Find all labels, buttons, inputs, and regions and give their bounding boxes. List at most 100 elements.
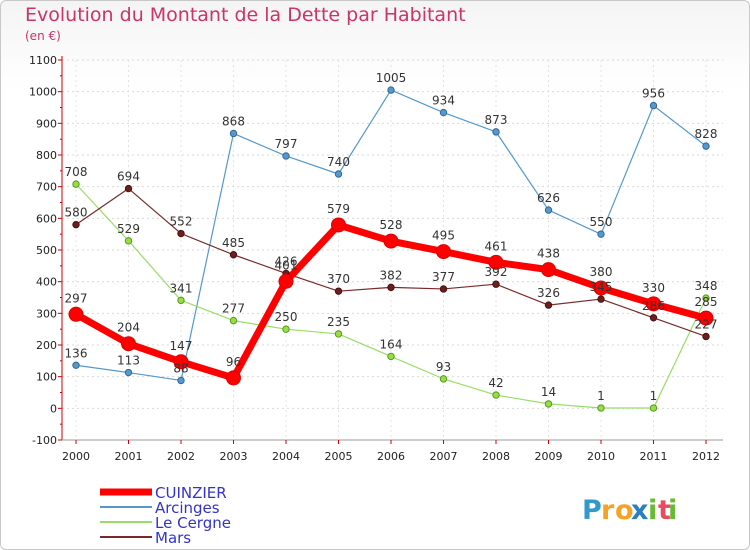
chart-subtitle: (en €) [25,29,61,43]
data-label-arcinges: 740 [327,155,350,169]
data-point-cuinzier [331,217,346,233]
x-tick-label: 2004 [272,450,300,463]
data-label-mars: 286 [642,299,665,313]
proxiti-logo-letter: i [648,495,657,526]
data-label-mars: 694 [117,170,140,184]
data-point-le-cergne [72,180,80,188]
data-label-cuinzier: 297 [65,291,88,305]
data-label-mars: 580 [65,206,88,220]
data-label-le-cergne: 529 [117,222,140,236]
data-label-cuinzier: 380 [590,265,613,279]
data-point-le-cergne [282,325,290,333]
data-point-mars [492,280,500,288]
data-point-cuinzier [121,336,136,352]
data-point-arcinges [282,152,290,160]
y-tick-label: 400 [36,276,57,289]
data-label-cuinzier: 495 [432,229,455,243]
data-label-arcinges: 828 [695,127,718,141]
data-label-mars: 426 [275,254,298,268]
data-point-arcinges [649,101,658,110]
data-point-mars [702,332,710,341]
data-label-le-cergne: 93 [436,360,451,374]
legend-label-le-cergne: Le Cergne [155,514,231,532]
data-label-cuinzier: 528 [380,218,403,232]
x-tick-label: 2010 [587,450,615,463]
data-point-arcinges [597,230,605,238]
x-tick-label: 2011 [640,450,668,463]
y-tick-label: 0 [50,402,57,415]
data-label-arcinges: 956 [642,87,665,101]
data-label-cuinzier: 330 [642,281,665,295]
data-point-cuinzier [278,273,294,289]
proxiti-logo-letter: x [631,495,648,526]
proxiti-logo-letter: i [668,495,677,526]
data-point-arcinges [387,86,395,94]
data-point-arcinges [124,368,133,377]
y-tick-label: 1100 [29,54,57,67]
data-label-arcinges: 1005 [376,71,407,85]
data-point-cuinzier [436,244,451,260]
data-label-le-cergne: 1 [650,389,658,403]
data-label-arcinges: 136 [65,346,88,360]
data-label-le-cergne: 348 [695,279,718,293]
data-label-le-cergne: 42 [488,376,503,390]
data-label-le-cergne: 164 [380,337,403,351]
data-label-cuinzier: 285 [695,295,718,309]
x-tick-label: 2007 [430,450,458,463]
data-label-mars: 345 [590,280,613,294]
data-point-le-cergne [544,400,553,408]
data-label-le-cergne: 235 [327,315,350,329]
legend-label-cuinzier: CUINZIER [155,484,227,502]
data-point-mars [334,287,343,295]
data-label-mars: 370 [327,272,350,286]
data-label-mars: 382 [380,268,403,282]
proxiti-logo-letter: P [582,495,602,526]
data-point-arcinges [72,361,80,369]
data-label-cuinzier: 401 [275,258,298,272]
data-label-mars: 552 [170,215,193,229]
data-point-cuinzier [646,296,661,312]
data-point-cuinzier [226,370,241,386]
data-label-mars: 326 [537,286,560,300]
data-point-mars [439,285,448,293]
data-label-arcinges: 934 [432,94,455,108]
data-label-le-cergne: 708 [65,165,88,179]
data-point-mars [649,314,658,322]
data-label-mars: 377 [432,270,455,284]
data-point-mars [387,283,395,292]
data-point-cuinzier [173,354,189,370]
y-tick-label: 100 [36,371,57,384]
data-point-le-cergne [439,375,448,383]
proxiti-logo-letter: o [615,495,634,526]
x-tick-label: 2008 [482,450,510,463]
proxiti-logo-letter: r [601,495,615,526]
data-point-le-cergne [177,296,185,305]
data-point-cuinzier [488,254,504,270]
data-label-arcinges: 113 [117,354,140,368]
data-point-arcinges [439,108,448,117]
data-point-le-cergne [597,404,605,412]
y-tick-label: 600 [36,212,57,225]
x-tick-label: 2000 [62,450,90,463]
data-point-le-cergne [334,330,343,338]
data-point-cuinzier [68,306,84,322]
x-tick-label: 2005 [325,450,353,463]
x-tick-label: 2002 [167,450,195,463]
data-point-mars [124,184,133,193]
data-point-cuinzier [593,280,609,296]
y-tick-label: 500 [36,244,57,257]
data-point-mars [177,229,185,238]
data-label-cuinzier: 204 [117,321,140,335]
data-point-arcinges [334,170,343,178]
data-label-le-cergne: 341 [170,281,193,295]
y-tick-label: 900 [36,117,57,130]
data-label-cuinzier: 147 [170,339,193,353]
data-point-arcinges [702,142,710,150]
y-tick-label: -100 [32,434,57,447]
data-point-le-cergne [124,237,133,245]
data-point-arcinges [229,129,238,138]
data-label-arcinges: 88 [173,361,188,375]
data-label-arcinges: 550 [590,215,613,229]
